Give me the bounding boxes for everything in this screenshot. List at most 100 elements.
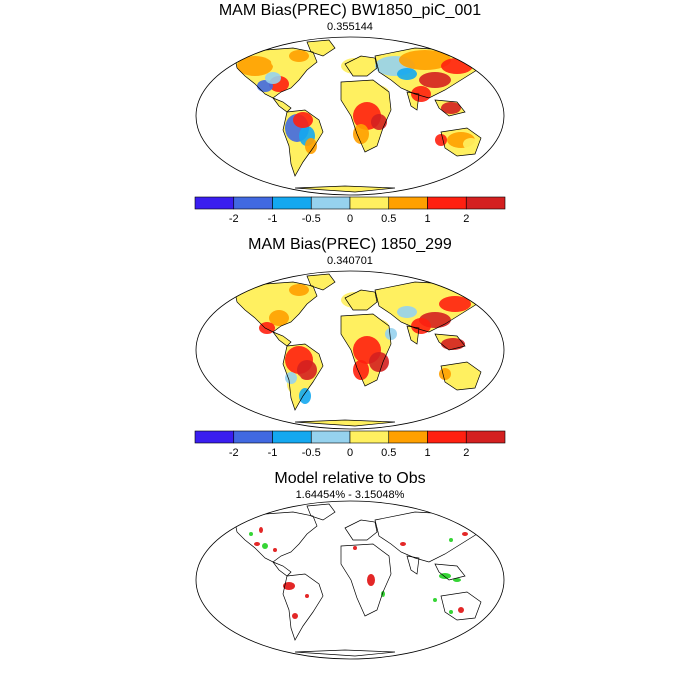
bias-patch <box>449 538 453 542</box>
bias-patch <box>400 542 406 546</box>
bias-patch <box>269 310 289 326</box>
coastline-antarctica <box>294 185 396 193</box>
land-australia <box>441 592 481 620</box>
coastline-europe <box>344 55 378 77</box>
colorbar-tick-label: 2 <box>463 447 469 459</box>
bias-patch <box>439 573 451 579</box>
bias-patch <box>249 532 253 536</box>
coastline-greenland <box>306 39 336 57</box>
coastline-europe <box>344 289 378 311</box>
bias-patch <box>299 388 311 404</box>
colorbar-swatch <box>349 196 390 210</box>
colorbar-swatch <box>465 430 506 444</box>
colorbar-tick-label: 0 <box>347 213 353 225</box>
bias-patch <box>369 352 389 372</box>
colorbar-tick-label: -0.5 <box>302 213 321 225</box>
panel1-subtitle: 0.355144 <box>327 21 373 33</box>
colorbar-swatch <box>310 430 351 444</box>
panel2-subtitle: 0.340701 <box>327 255 373 267</box>
coastline-camerica <box>271 331 292 347</box>
panel3-map <box>195 500 505 660</box>
bias-patch <box>353 360 369 380</box>
bias-patch <box>305 138 317 154</box>
bias-patch <box>353 546 357 550</box>
bias-patch <box>463 138 479 150</box>
coastline-australia <box>440 127 482 157</box>
coastline-africa <box>340 313 392 387</box>
panel3-subtitle: 1.64454% - 3.15048% <box>295 489 405 501</box>
coastline-seasia <box>434 563 466 581</box>
bias-patch <box>458 607 464 613</box>
panel2-colorbar: -2 -1 -0.5 0 0.5 1 2 <box>194 430 506 459</box>
bias-patch <box>367 574 375 586</box>
bias-patch <box>289 284 309 296</box>
land-greenland <box>307 40 335 56</box>
coastline-india <box>406 555 420 575</box>
colorbar-swatch <box>233 196 273 210</box>
bias-patch <box>435 134 447 146</box>
coastline-camerica <box>271 561 292 577</box>
coastline-namerica <box>234 47 318 99</box>
bias-patch <box>449 610 453 614</box>
bias-patch <box>439 296 471 312</box>
coastline-india <box>406 91 420 111</box>
bias-patch <box>254 542 260 546</box>
bias-patch <box>433 598 437 602</box>
bias-patch <box>283 582 295 590</box>
bias-patch <box>293 112 313 128</box>
bias-patch <box>289 50 309 62</box>
land-greenland <box>307 274 335 290</box>
bias-patch <box>385 328 397 340</box>
colorbar-tick-label: -1 <box>268 447 278 459</box>
bias-patch <box>297 360 317 380</box>
land-samerica <box>283 574 323 640</box>
panel1-colorbar: -2 -1 -0.5 0 0.5 1 2 <box>194 196 506 225</box>
bias-patch <box>447 368 475 384</box>
land-namerica <box>235 512 317 562</box>
bias-patch <box>419 72 451 88</box>
coastline-india <box>406 325 420 345</box>
colorbar-tick-label: -0.5 <box>302 447 321 459</box>
coastline-antarctica <box>294 649 396 657</box>
bias-patch <box>265 72 281 84</box>
coastline-seasia <box>434 99 466 117</box>
map-border <box>195 270 505 430</box>
coastline-australia <box>440 361 482 391</box>
bias-patch <box>441 338 465 350</box>
land-africa <box>341 544 391 616</box>
coastline-samerica <box>282 343 324 411</box>
bias-patch <box>353 84 389 100</box>
coastline-australia <box>440 591 482 621</box>
bias-patch <box>441 102 461 114</box>
bias-patch <box>411 86 431 102</box>
coastline-camerica <box>271 97 292 113</box>
colorbar-tick-label: 1 <box>424 213 430 225</box>
land-europe <box>345 520 377 540</box>
panel2-title: MAM Bias(PREC) 1850_299 <box>248 236 452 253</box>
colorbar-tick-label: -1 <box>268 213 278 225</box>
bias-patch <box>273 548 277 552</box>
bias-patch <box>441 58 473 74</box>
bias-patch <box>453 578 461 582</box>
colorbar-swatch <box>388 196 428 210</box>
coastline-europe <box>344 519 378 541</box>
colorbar-tick-label: 1 <box>424 447 430 459</box>
colorbar-swatch <box>194 196 235 210</box>
coastline-namerica <box>234 281 318 333</box>
bias-patch <box>290 146 300 166</box>
bias-patch <box>259 322 275 334</box>
bias-patch <box>462 532 468 536</box>
panel3-title: Model relative to Obs <box>274 470 426 487</box>
colorbar-swatch <box>427 430 467 444</box>
land-camerica <box>273 98 291 112</box>
coastline-namerica <box>234 511 318 563</box>
bias-patch <box>285 372 297 384</box>
panel1-title: MAM Bias(PREC) BW1850_piC_001 <box>218 2 482 19</box>
land-india <box>407 556 419 574</box>
coastline-africa <box>340 543 392 617</box>
bias-patch <box>262 543 268 549</box>
bias-patch <box>439 368 451 380</box>
bias-patch <box>292 613 298 619</box>
bias-patch <box>341 292 369 308</box>
colorbar-swatch <box>272 196 312 210</box>
